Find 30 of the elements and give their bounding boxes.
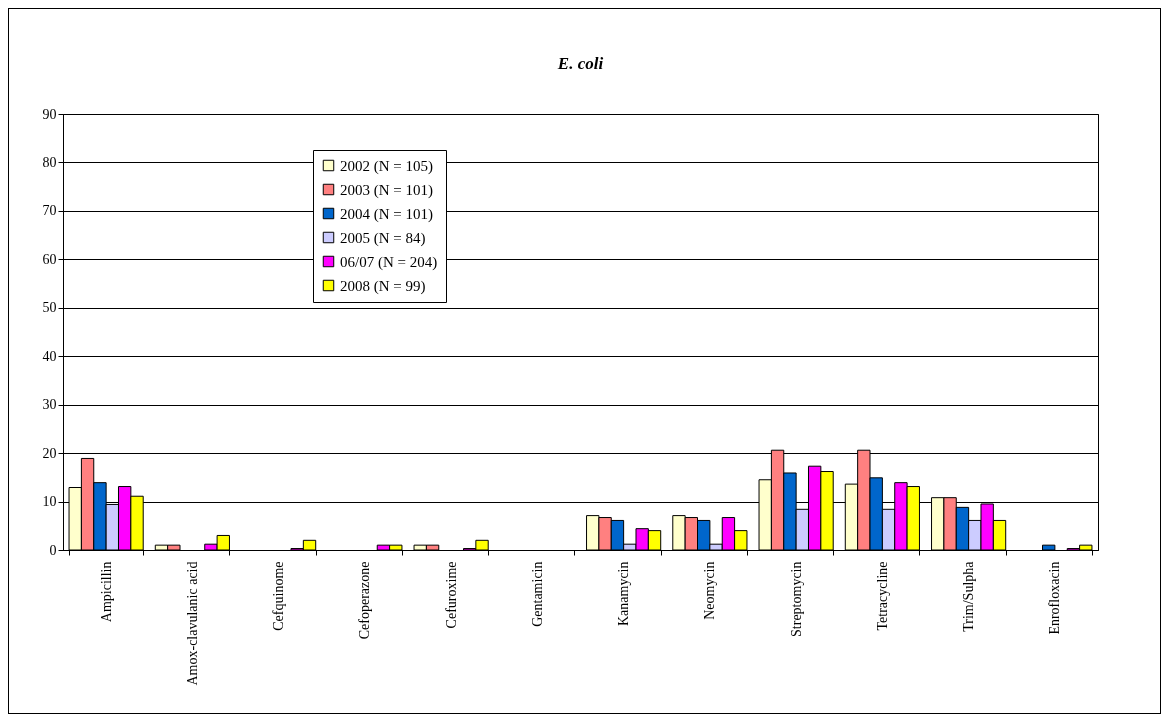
bar [1042,544,1056,551]
chart-title: E. coli [556,54,604,73]
legend-label: 2003 (N = 101) [340,181,434,199]
y-tick-label: 20 [42,445,57,461]
legend-label: 2002 (N = 105) [340,157,434,175]
legend-label: 2004 (N = 101) [340,205,434,223]
y-tick-label: 90 [42,106,57,122]
legend-label: 06/07 (N = 204) [340,253,438,271]
y-tick-label: 80 [42,154,57,170]
x-tick-label: Ampicillin [98,561,114,623]
x-tick-label: Neomycin [702,561,718,620]
y-tick-label: 0 [49,542,57,558]
x-tick-label: Cefoperazone [357,561,373,640]
legend-label: 2005 (N = 84) [340,229,426,247]
x-tick-label: Gentamicin [529,561,545,627]
x-tick-label: Streptomycin [788,561,804,637]
y-tick-label: 10 [42,494,57,510]
y-tick-label: 50 [42,300,57,316]
x-tick-label: Tetracycline [874,561,890,631]
x-tick-label: Trim/Sulpha [961,560,977,632]
y-tick-label: 70 [42,203,57,219]
x-tick-label: Amox-clavulanic acid [184,561,200,686]
y-tick-label: 60 [42,251,57,267]
legend-label: 2008 (N = 99) [340,277,426,295]
x-tick-label: Cefquinome [271,561,287,631]
x-tick-label: Enrofloxacin [1047,561,1063,635]
y-tick-label: 40 [42,348,57,364]
x-tick-label: Cefuroxime [443,561,459,629]
x-tick-label: Kanamycin [616,561,632,627]
y-tick-label: 30 [42,397,57,413]
